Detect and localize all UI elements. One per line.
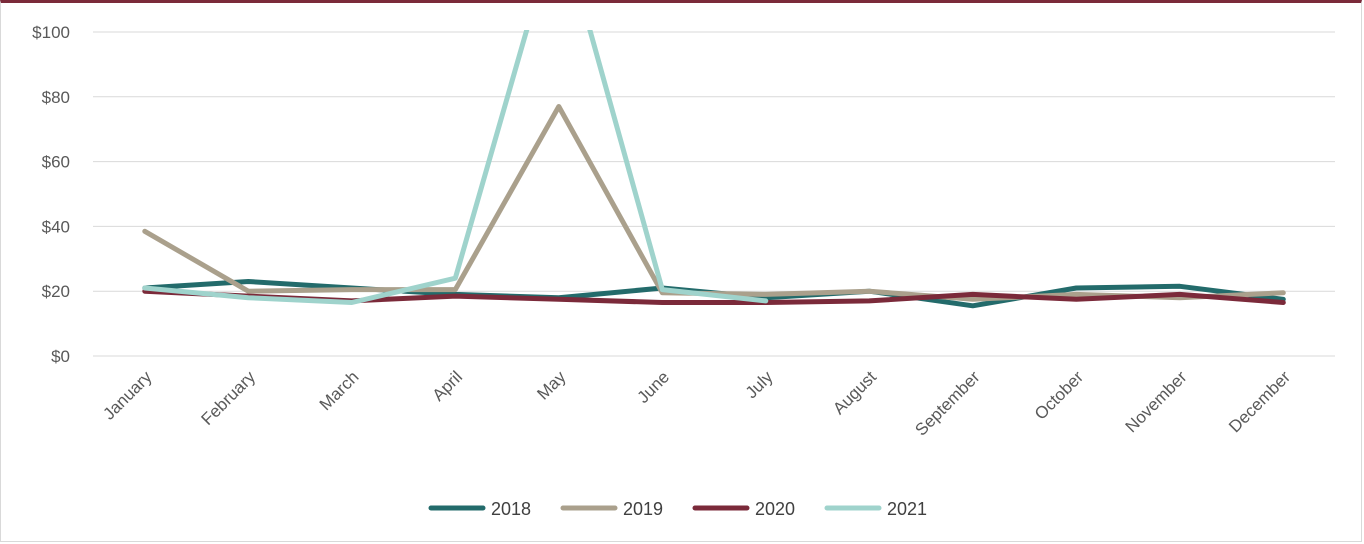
- legend-label-2018: 2018: [491, 499, 531, 519]
- gridlines: [93, 31, 1335, 357]
- x-tick-label: March: [316, 367, 363, 414]
- legend-label-2019: 2019: [623, 499, 663, 519]
- x-tick-label: May: [533, 367, 569, 403]
- y-tick-label: $80: [42, 88, 70, 107]
- legend-label-2021: 2021: [887, 499, 927, 519]
- x-tick-label: August: [829, 367, 880, 418]
- x-tick-label: October: [1031, 367, 1087, 423]
- series-line-2021: [142, 30, 769, 305]
- x-tick-label: April: [429, 367, 466, 404]
- y-tick-label: $40: [42, 217, 70, 236]
- x-tick-label: June: [634, 367, 674, 407]
- series-line-2019: [142, 104, 1286, 302]
- x-tick-label: February: [198, 367, 260, 429]
- x-axis-labels: January February March April May June July Augu…: [99, 367, 1294, 440]
- x-tick-label: July: [742, 367, 777, 402]
- y-tick-label: $60: [42, 153, 70, 172]
- y-tick-label: $20: [42, 282, 70, 301]
- x-tick-label: September: [911, 367, 983, 439]
- x-tick-label: November: [1122, 367, 1191, 436]
- y-tick-label: $0: [51, 347, 70, 366]
- legend-label-2020: 2020: [755, 499, 795, 519]
- y-axis-labels: $0 $20 $40 $60 $80 $100: [32, 23, 70, 366]
- x-tick-label: January: [99, 367, 156, 424]
- x-tick-label: December: [1225, 367, 1294, 436]
- legend: 2018 2019 2020 2021: [428, 499, 927, 519]
- y-tick-label: $100: [32, 23, 70, 42]
- series-lines: [142, 30, 1286, 309]
